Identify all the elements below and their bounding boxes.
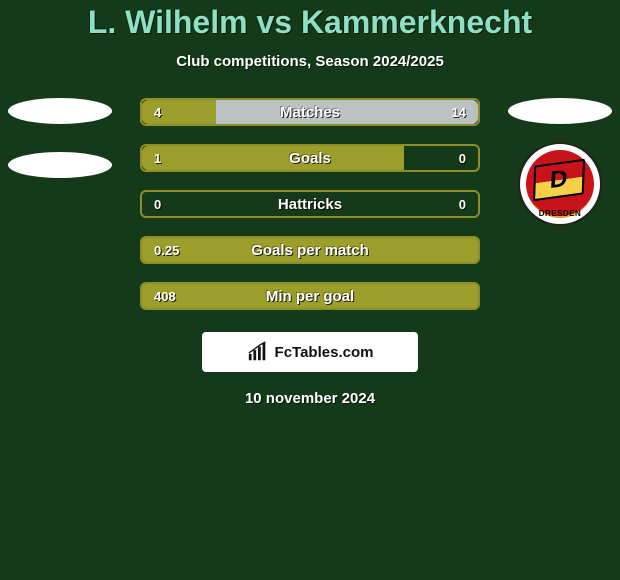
player-right-avatar: DRESDEN [508,98,612,226]
page-title: L. Wilhelm vs Kammerknecht [0,4,620,41]
chart-icon [247,341,269,363]
stat-bar-left [142,100,216,124]
stat-value-right: 0 [459,197,466,212]
stat-row: 0 0Hattricks [140,190,480,218]
comparison-infographic: L. Wilhelm vs Kammerknecht Club competit… [0,0,620,580]
club-badge: DRESDEN [518,142,602,226]
date-text: 10 november 2024 [0,390,620,407]
stat-bar-left [142,238,478,262]
stat-bar-right [216,100,478,124]
avatar-placeholder [8,98,112,124]
badge-flag-icon [533,159,585,202]
stat-value-right: 0 [459,151,466,166]
stat-row: 414Matches [140,98,480,126]
stats-area: DRESDEN 414Matches10Goals00Hattricks0.25… [0,98,620,310]
avatar-placeholder [508,98,612,124]
stat-row: 408Min per goal [140,282,480,310]
stat-bar-left [142,146,404,170]
brand-text: FcTables.com [275,344,374,361]
stat-row: 0.25Goals per match [140,236,480,264]
stat-label: Hattricks [142,196,478,213]
stat-bars: 414Matches10Goals00Hattricks0.25Goals pe… [140,98,480,310]
avatar-placeholder [8,152,112,178]
brand-box: FcTables.com [202,332,418,372]
player-left-avatar [8,98,112,206]
stat-bar-left [142,284,478,308]
stat-value-left: 0 [154,197,161,212]
stat-row: 10Goals [140,144,480,172]
page-subtitle: Club competitions, Season 2024/2025 [0,53,620,70]
badge-label: DRESDEN [539,209,582,218]
